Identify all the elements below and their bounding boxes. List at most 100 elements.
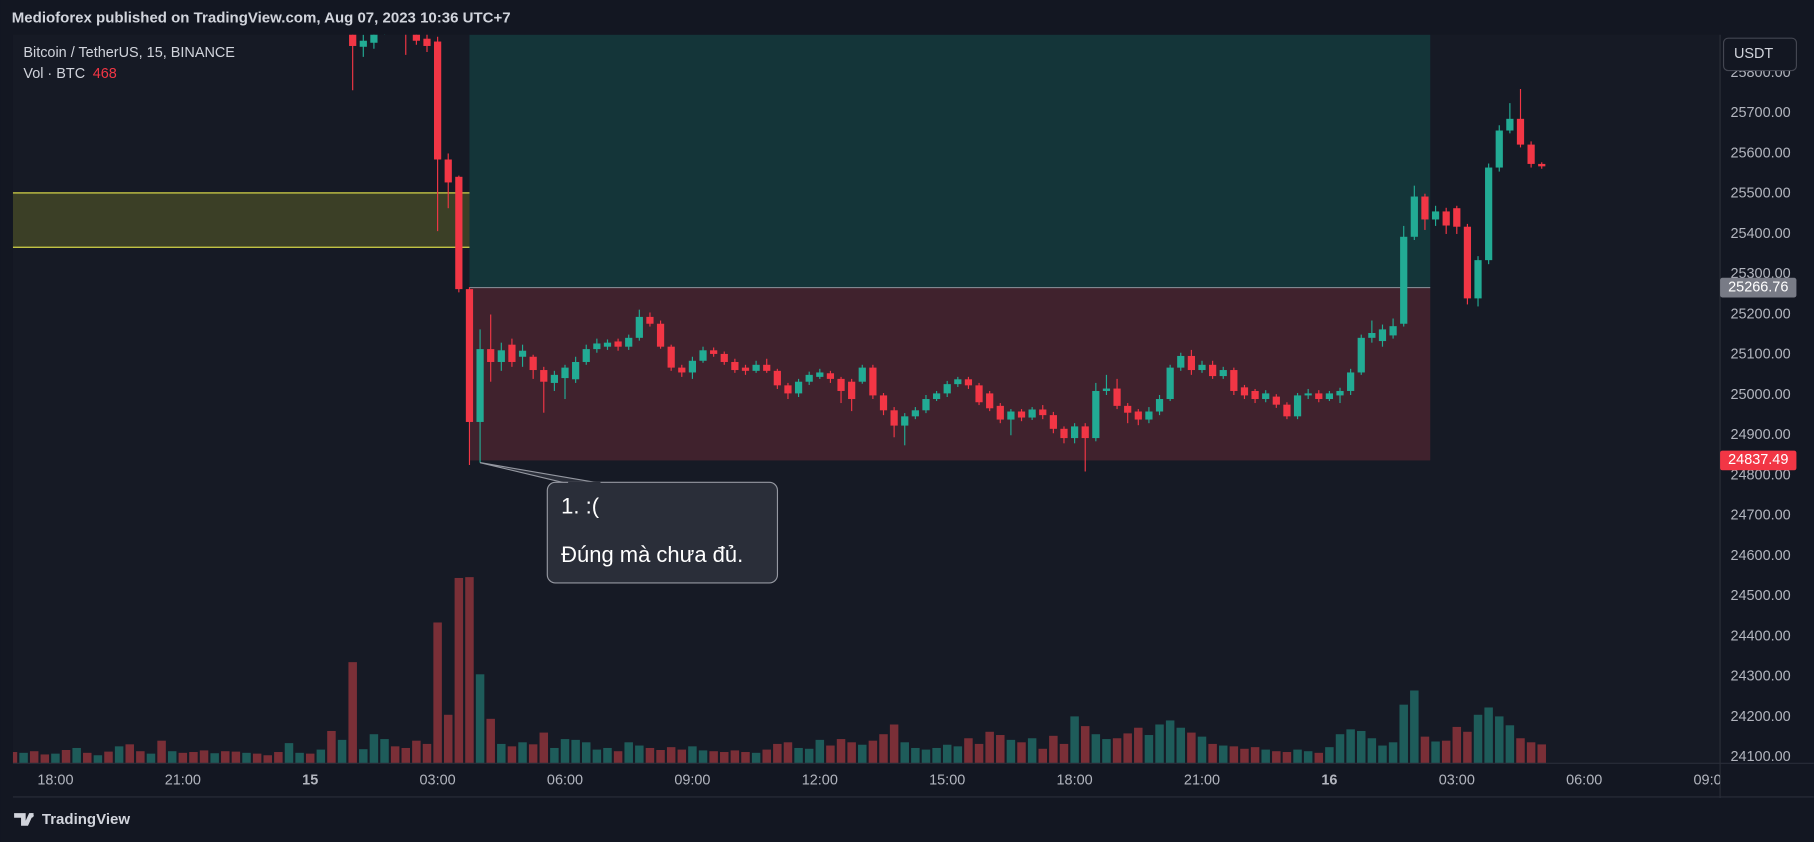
volume-bar — [380, 739, 389, 764]
volume-bar — [1123, 733, 1132, 764]
volume-bar — [61, 749, 71, 764]
volume-bar — [942, 744, 952, 764]
volume-bar — [709, 751, 718, 764]
candle-body — [1474, 260, 1482, 299]
volume-bar — [921, 749, 931, 764]
volume-bar — [19, 752, 28, 764]
symbol-legend: Bitcoin / TetherUS, 15, BINANCE — [23, 45, 235, 61]
volume-bar — [1165, 720, 1175, 764]
candle-body — [614, 341, 622, 347]
volume-bar — [826, 745, 835, 764]
volume-bar — [974, 743, 984, 764]
volume-bar — [83, 752, 92, 764]
candle-body — [1431, 211, 1440, 220]
candle-body — [954, 379, 962, 385]
candle-body — [476, 349, 484, 422]
candle-body — [497, 350, 505, 362]
candle-body — [423, 38, 431, 46]
candle-body — [370, 34, 378, 43]
x-tick-label: 09:00 — [1694, 773, 1730, 789]
volume-bar — [210, 753, 219, 764]
volume-bar — [29, 751, 39, 764]
candle-body — [975, 385, 983, 403]
volume-bar — [996, 735, 1005, 764]
volume-bar — [1495, 716, 1504, 764]
candle-body — [879, 395, 888, 411]
volume-bar — [369, 734, 379, 764]
x-tick-label: 03:00 — [420, 773, 456, 789]
volume-bar — [1452, 726, 1462, 764]
volume-bar — [879, 734, 888, 764]
volume-bar — [688, 746, 697, 764]
candle-body — [412, 34, 420, 41]
candle-body — [1007, 411, 1015, 420]
volume-bar — [337, 739, 347, 764]
volume-bar — [581, 742, 591, 764]
currency-button[interactable] — [1722, 37, 1797, 72]
volume-bar — [1218, 745, 1228, 764]
candle-body — [752, 364, 760, 371]
volume-bar — [751, 752, 761, 764]
volume-bar — [1441, 740, 1451, 764]
position-stop-area — [469, 287, 1431, 461]
volume-bar — [1112, 738, 1122, 764]
callout-text: Đúng mà chưa đủ. — [561, 542, 743, 567]
volume-bar — [327, 730, 336, 764]
candle-body — [741, 367, 750, 371]
x-tick-label: 18:00 — [37, 773, 73, 789]
y-tick-label: 24800.00 — [1730, 467, 1790, 483]
candle-body — [1463, 226, 1472, 299]
volume-bar — [656, 749, 665, 764]
x-tick-label: 18:00 — [1057, 773, 1093, 789]
candle-body — [656, 323, 665, 347]
brand: TradingView — [14, 811, 130, 828]
candle-body — [1145, 411, 1153, 420]
volume-bar — [1187, 732, 1196, 764]
y-tick-label: 24700.00 — [1730, 508, 1790, 524]
candle-body — [1325, 393, 1334, 400]
candle-body — [784, 385, 792, 394]
volume-bar — [1314, 752, 1324, 764]
volume-bar — [1346, 729, 1355, 764]
candle-body — [1368, 333, 1376, 338]
volume-bar — [1006, 739, 1016, 764]
brand-logo-dot — [29, 813, 34, 818]
candle-body — [572, 361, 580, 380]
brand-name: TradingView — [42, 811, 130, 828]
candle-body — [1485, 167, 1493, 261]
candle-body — [487, 349, 495, 362]
candle-body — [911, 410, 919, 417]
y-tick-label: 25100.00 — [1730, 347, 1790, 363]
callout-box — [546, 481, 779, 584]
volume-bar — [167, 751, 177, 764]
candle-body — [763, 364, 771, 371]
candle-body — [444, 159, 452, 183]
plot-area — [12, 34, 1546, 764]
volume-bar — [40, 754, 50, 764]
volume-bar — [12, 752, 18, 764]
volume-bar — [507, 746, 517, 764]
candle-body — [455, 176, 463, 290]
volume-bar — [592, 749, 602, 764]
x-tick-label: 21:00 — [1184, 773, 1220, 789]
candle-body — [1166, 367, 1174, 400]
volume-bar — [497, 743, 506, 764]
candle-body — [1092, 390, 1100, 439]
entry-price-label: 25266.76 — [1728, 279, 1788, 295]
volume-bar — [1229, 746, 1239, 764]
volume-bar — [1293, 749, 1302, 764]
volume-bar — [1357, 730, 1366, 764]
brand-logo — [14, 813, 34, 826]
candle-body — [1315, 393, 1323, 400]
candle-body — [1251, 390, 1259, 400]
volume-bar — [146, 753, 156, 764]
volume-bar — [1240, 748, 1249, 764]
y-tick-label: 24100.00 — [1730, 749, 1790, 765]
currency-label[interactable]: USDT — [1734, 46, 1773, 62]
volume-legend-value: 468 — [93, 66, 117, 82]
candle-body — [1304, 393, 1312, 396]
volume-bar — [125, 744, 134, 764]
candle-body — [1028, 409, 1036, 418]
